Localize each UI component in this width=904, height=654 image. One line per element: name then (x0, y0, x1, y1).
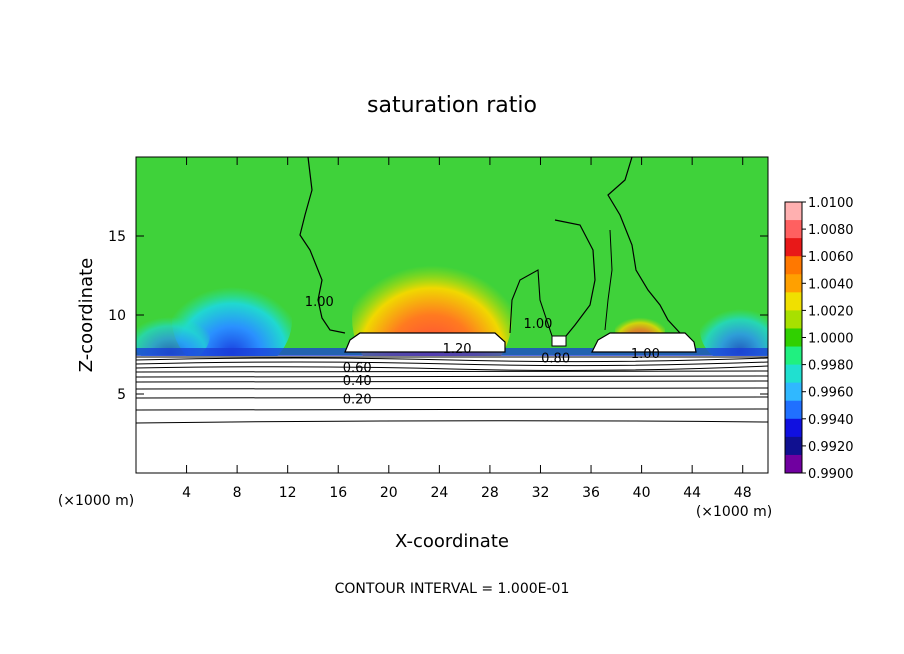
contour-labels: 1.00 1.00 0.80 1.20 1.00 0.600.40 0.20 (305, 295, 660, 408)
x-axis-label: X-coordinate (395, 531, 509, 552)
y-axis: 5 10 15 (108, 229, 768, 403)
colorbar-segment (785, 436, 802, 456)
y-axis-label: Z-coordinate (76, 258, 97, 373)
colorbar-segment (785, 400, 802, 420)
colorbar-segment (785, 418, 802, 438)
contour-label: 0.20 (343, 393, 372, 408)
colorbar-label: 1.0060 (808, 250, 854, 265)
x-unit-left: (×1000 m) (58, 493, 134, 509)
colorbar-segment (785, 328, 802, 348)
colorbar-label: 0.9980 (808, 359, 854, 374)
colorbar-segment (785, 220, 802, 239)
cloud-region-right (591, 332, 697, 353)
colorbar-label: 1.0000 (808, 332, 854, 347)
plot-area (136, 157, 768, 473)
x-tick-label: 28 (481, 485, 499, 501)
colorbar-segment (785, 382, 802, 402)
colorbar-label: 0.9940 (808, 413, 854, 428)
colorbar-label: 0.9920 (808, 440, 854, 455)
x-tick-label: 48 (734, 485, 752, 501)
x-tick-label: 16 (329, 485, 347, 501)
cloud-region-small (551, 335, 567, 347)
colorbar-label: 1.0080 (808, 223, 854, 238)
x-unit-right: (×1000 m) (696, 504, 772, 520)
colorbar: 1.0100 1.0080 1.0060 1.0040 1.0020 1.0000 0.99… (784, 196, 854, 482)
y-tick-label: 15 (108, 229, 126, 245)
chart-title: saturation ratio (367, 93, 537, 118)
blue-region-right (700, 295, 768, 365)
contour-label: 0.80 (541, 352, 570, 367)
contour-label: 0.60 (343, 361, 372, 376)
y-tick-label: 5 (117, 387, 126, 403)
colorbar-segment (785, 310, 802, 329)
colorbar-segment (785, 292, 802, 311)
contour-label: 1.20 (443, 342, 472, 357)
contour-line-mid (509, 269, 553, 337)
colorbar-label: 1.0020 (808, 304, 854, 319)
x-tick-label: 32 (532, 485, 550, 501)
contour-label: 1.00 (305, 295, 334, 310)
colorbar-segment (785, 202, 802, 221)
contour-label: 1.00 (631, 347, 660, 362)
x-tick-label: 44 (683, 485, 701, 501)
cloud-region-center (344, 332, 506, 353)
contour-line-upper-right2 (607, 157, 681, 334)
x-tick-label: 24 (430, 485, 448, 501)
x-axis: 4 8 12 16 20 24 28 32 36 40 44 48 (182, 157, 752, 501)
colorbar-label: 0.9960 (808, 386, 854, 401)
colorbar-segment (785, 364, 802, 384)
colorbar-segment (785, 454, 802, 474)
x-tick-label: 20 (380, 485, 398, 501)
colorbar-segment (785, 238, 802, 257)
x-tick-label: 40 (633, 485, 651, 501)
contour-label: 1.00 (523, 317, 552, 332)
contour-line-vertical (604, 229, 613, 331)
x-tick-label: 36 (582, 485, 600, 501)
contour-interval-note: CONTOUR INTERVAL = 1.000E-01 (335, 581, 570, 597)
colorbar-segment (785, 274, 802, 293)
x-tick-label: 12 (279, 485, 297, 501)
contour-bands-lower (136, 356, 768, 424)
colorbar-segment (785, 346, 802, 366)
colorbar-label: 1.0040 (808, 277, 854, 292)
x-tick-label: 8 (233, 485, 242, 501)
contour-label: 0.40 (343, 374, 372, 389)
colorbar-label: 1.0100 (808, 196, 854, 211)
x-tick-label: 4 (182, 485, 191, 501)
contour-line-upper-right (554, 219, 596, 337)
colorbar-segment (785, 256, 802, 275)
contour-line-upper-left (299, 157, 346, 334)
y-tick-label: 10 (108, 308, 126, 324)
colorbar-label: 0.9900 (808, 467, 854, 482)
lower-white-field (136, 356, 768, 473)
